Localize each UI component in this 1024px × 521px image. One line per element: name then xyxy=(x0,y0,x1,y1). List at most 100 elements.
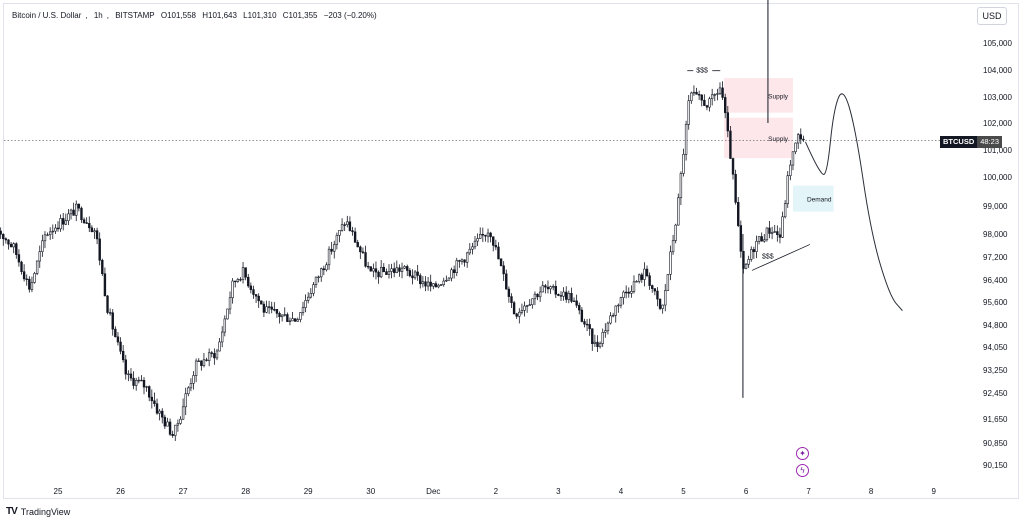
candle-body xyxy=(768,227,771,234)
candle-body xyxy=(158,410,161,414)
candle-body xyxy=(59,218,62,230)
candle-body xyxy=(705,105,709,108)
time-axis-label: 5 xyxy=(681,487,686,496)
candle-body xyxy=(419,275,422,285)
candle-body xyxy=(794,142,797,153)
candle-body xyxy=(374,268,378,273)
open-value: O101,558 xyxy=(160,11,196,20)
candle-body xyxy=(596,341,599,347)
candle-body xyxy=(283,314,286,316)
close-value: C101,355 xyxy=(282,11,318,20)
candle-body xyxy=(393,268,396,273)
candle-body xyxy=(559,295,563,297)
candle-body xyxy=(424,281,427,287)
candle-body xyxy=(403,266,406,269)
candle-body xyxy=(244,267,247,278)
currency-button[interactable]: USD xyxy=(977,7,1007,25)
candle-body xyxy=(614,305,617,316)
symbol-info-bar: Bitcoin / U.S. Dollar, 1h, BITSTAMP O101… xyxy=(12,11,377,20)
candle-body xyxy=(677,197,680,226)
candle-body xyxy=(356,242,359,248)
candle-body xyxy=(700,94,703,101)
candle-body xyxy=(207,352,211,361)
candle-body xyxy=(291,318,294,322)
candle-body xyxy=(184,393,187,408)
candle-body xyxy=(296,319,299,322)
time-axis-label: Dec xyxy=(426,487,440,496)
candle-body xyxy=(327,248,331,266)
lightning-icon[interactable]: ϟ xyxy=(796,464,809,477)
candle-body xyxy=(630,291,633,294)
time-axis-label: 7 xyxy=(806,487,811,496)
candle-body xyxy=(379,266,383,278)
candle-body xyxy=(77,203,81,209)
candle-body xyxy=(377,271,380,278)
candle-body xyxy=(372,268,375,272)
candle-body xyxy=(716,93,719,95)
candle-body xyxy=(546,286,550,290)
sparkle-icon[interactable]: ✦ xyxy=(796,447,809,460)
candle-body xyxy=(627,291,630,294)
demand-zone xyxy=(792,185,834,212)
candle-body xyxy=(624,291,628,294)
candle-body xyxy=(549,286,552,290)
zone-label: Supply xyxy=(768,136,789,143)
candle-body xyxy=(205,359,208,361)
liquidity-label: $$$ xyxy=(762,253,774,260)
candle-body xyxy=(265,306,268,313)
candle-body xyxy=(69,209,73,215)
candle-body xyxy=(463,259,466,263)
candle-body xyxy=(499,258,503,267)
candle-body xyxy=(278,313,281,318)
liquidity-line xyxy=(751,244,811,271)
candle-body xyxy=(333,244,336,252)
candle-body xyxy=(635,281,638,283)
candle-body xyxy=(572,300,576,303)
candle-body xyxy=(601,332,604,344)
candle-body xyxy=(799,134,802,140)
candle-body xyxy=(723,97,727,113)
candle-body xyxy=(648,275,651,286)
candle-body xyxy=(254,294,258,297)
zone-label: Demand xyxy=(807,197,832,204)
candle-body xyxy=(697,94,701,96)
candle-body xyxy=(562,291,565,297)
candle-body xyxy=(194,360,198,376)
candle-body xyxy=(400,267,404,272)
candle-body xyxy=(106,295,109,313)
candle-body xyxy=(252,289,255,295)
candle-body xyxy=(413,271,417,279)
candle-body xyxy=(247,276,250,287)
candle-body xyxy=(51,230,54,233)
candle-body xyxy=(155,403,159,414)
price-axis-label: 94,800 xyxy=(983,321,1008,330)
candle-body xyxy=(140,379,143,382)
price-axis-label: 97,200 xyxy=(983,253,1008,262)
candle-body xyxy=(197,360,200,362)
candle-body xyxy=(486,232,490,237)
candle-body xyxy=(64,220,68,225)
candle-body xyxy=(257,295,260,302)
tradingview-logo-icon: TV xyxy=(6,506,18,517)
candle-body xyxy=(611,314,615,317)
price-chart[interactable]: Supply Supply Demand $$$ $$$ 105,000 104,000 10… xyxy=(0,0,1024,500)
candle-body xyxy=(312,284,315,294)
candle-body xyxy=(174,424,177,436)
candle-body xyxy=(760,236,763,242)
candle-body xyxy=(288,320,292,322)
tradingview-branding[interactable]: TV TradingView xyxy=(6,506,70,517)
change-value: −203 (−0.20%) xyxy=(323,11,377,20)
time-axis-label: 26 xyxy=(116,487,125,496)
symbol-name: Bitcoin / U.S. Dollar xyxy=(12,11,82,20)
candle-body xyxy=(578,304,581,311)
candle-body xyxy=(137,379,140,382)
candle-body xyxy=(228,297,232,310)
candle-body xyxy=(82,219,86,223)
candle-body xyxy=(43,234,47,242)
candle-body xyxy=(609,315,612,324)
time-axis-label: 9 xyxy=(931,487,936,496)
candle-body xyxy=(593,341,597,344)
candle-body xyxy=(752,249,756,252)
candle-body xyxy=(38,251,41,262)
candle-body xyxy=(468,248,471,254)
